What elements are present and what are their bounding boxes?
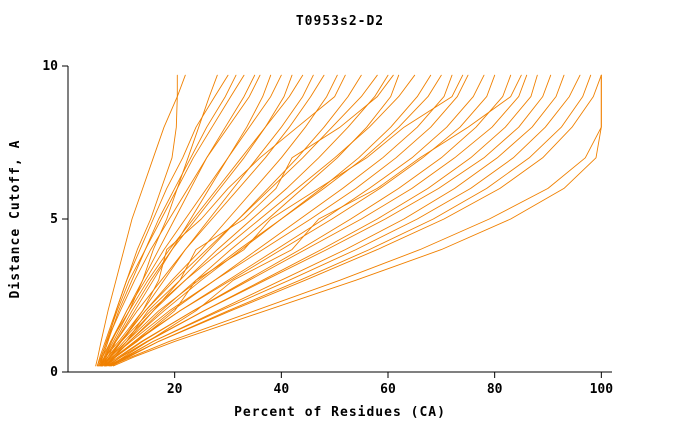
series-line [100, 74, 378, 367]
series-line [103, 74, 496, 367]
series-line [99, 74, 325, 367]
x-axis-label: Percent of Residues (CA) [234, 405, 446, 420]
series-line [97, 74, 304, 367]
series-line [107, 74, 581, 367]
series-line [104, 74, 400, 367]
series-line [101, 74, 293, 367]
series-line [107, 74, 522, 367]
series-line [95, 74, 186, 367]
x-tick-label: 80 [487, 382, 503, 397]
series-line [96, 74, 261, 367]
series-line [104, 74, 485, 367]
y-tick-label: 0 [50, 365, 58, 380]
series-line [102, 74, 338, 367]
series-line [102, 74, 272, 367]
y-tick-label: 5 [50, 212, 58, 227]
x-tick-label: 40 [274, 382, 290, 397]
series-line [100, 74, 256, 367]
series-line [112, 74, 602, 367]
series-line [102, 74, 469, 367]
series-line [102, 74, 394, 367]
series-line [105, 74, 552, 367]
series-line [99, 74, 346, 367]
y-tick-label: 10 [42, 59, 58, 74]
series-line [104, 74, 464, 367]
chart-title: T0953s2-D2 [295, 14, 385, 29]
x-tick-label: 60 [380, 382, 396, 397]
series-line [102, 74, 389, 367]
series-line [107, 74, 512, 367]
x-tick-label: 100 [590, 382, 614, 397]
series-line [109, 74, 602, 367]
series-line [96, 74, 229, 367]
x-tick-label: 20 [167, 382, 183, 397]
series-line [99, 74, 237, 367]
series-line [103, 74, 432, 367]
series-line [104, 74, 528, 367]
series-line [99, 74, 416, 367]
